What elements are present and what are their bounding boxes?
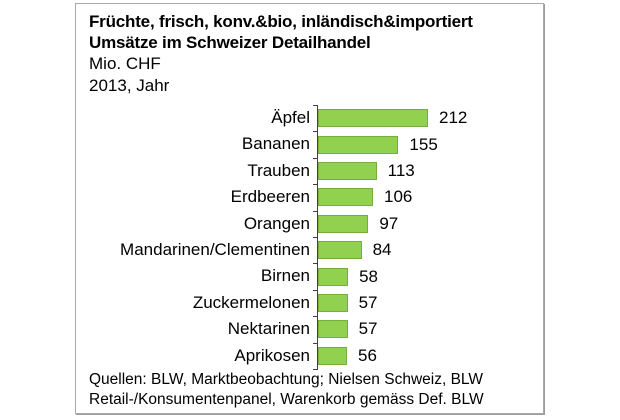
axis-tick <box>313 342 317 344</box>
value-label: 84 <box>372 240 392 260</box>
bar <box>318 214 369 233</box>
bar-row: 155 <box>317 131 543 157</box>
bar-row: 106 <box>317 184 543 210</box>
bar <box>318 267 349 286</box>
chart-header: Früchte, frisch, konv.&bio, inländisch&i… <box>89 11 539 97</box>
axis-tick <box>313 131 317 133</box>
bar <box>318 109 428 128</box>
category-labels-column: Äpfel Bananen Trauben Erdbeeren Orangen Manda… <box>76 105 310 371</box>
category-label: Aprikosen <box>234 345 310 365</box>
axis-tick <box>313 157 317 159</box>
bar-row: 57 <box>317 316 543 342</box>
source-note: Quellen: BLW, Marktbeobachtung; Nielsen … <box>89 370 484 410</box>
value-label: 56 <box>358 345 377 365</box>
chart-period-label: 2013, Jahr <box>89 76 170 95</box>
chart-unit-label: Mio. CHF <box>89 54 161 73</box>
category-label: Mandarinen/Clementinen <box>120 239 310 259</box>
bar <box>318 320 348 339</box>
category-label: Zuckermelonen <box>192 292 310 312</box>
axis-tick <box>313 289 317 291</box>
category-label: Äpfel <box>271 108 310 127</box>
value-label: 58 <box>359 266 379 286</box>
source-line1: Quellen: BLW, Marktbeobachtung; Nielsen … <box>89 371 484 388</box>
axis-tick <box>313 263 317 265</box>
axis-tick <box>313 210 317 212</box>
source-line2: Retail-/Konsumentenpanel, Warenkorb gemä… <box>89 391 484 408</box>
bar <box>318 188 373 207</box>
chart-title-line2: Umsätze im Schweizer Detailhandel <box>89 33 371 52</box>
value-label: 106 <box>384 187 413 207</box>
value-label: 155 <box>409 134 438 154</box>
axis-tick <box>313 105 317 106</box>
axis-tick <box>313 369 317 370</box>
bar-row: 212 <box>317 105 543 131</box>
axis-tick <box>313 316 317 318</box>
bar <box>318 241 362 260</box>
value-label: 212 <box>439 108 468 128</box>
category-label: Orangen <box>243 213 310 233</box>
bar-row: 84 <box>317 237 543 263</box>
axis-tick <box>313 237 317 238</box>
bar <box>318 346 348 365</box>
bar-row: 97 <box>317 211 543 237</box>
y-axis-line <box>317 105 318 370</box>
bar-chart: Äpfel Bananen Trauben Erdbeeren Orangen Manda… <box>76 105 543 371</box>
bar-row: 56 <box>317 343 543 369</box>
chart-title-line1: Früchte, frisch, konv.&bio, inländisch&i… <box>89 12 473 31</box>
bar-row: 57 <box>317 290 543 316</box>
value-label: 57 <box>358 292 378 312</box>
plot-area: 212 155 113 106 97 84 58 57 57 56 <box>313 105 543 371</box>
category-label: Birnen <box>260 266 310 286</box>
bar-row: 113 <box>317 158 543 184</box>
bar <box>318 161 377 180</box>
value-label: 113 <box>387 160 415 180</box>
axis-tick <box>313 184 317 186</box>
bar <box>318 293 348 312</box>
value-label: 97 <box>379 213 399 233</box>
chart-panel: Früchte, frisch, konv.&bio, inländisch&i… <box>75 3 544 414</box>
category-label: Erdbeeren <box>230 187 310 207</box>
category-label: Trauben <box>247 160 310 180</box>
bar <box>318 135 399 154</box>
value-label: 57 <box>358 319 378 339</box>
category-label: Bananen <box>241 134 310 154</box>
bar-row: 58 <box>317 263 543 289</box>
category-label: Nektarinen <box>227 319 310 339</box>
